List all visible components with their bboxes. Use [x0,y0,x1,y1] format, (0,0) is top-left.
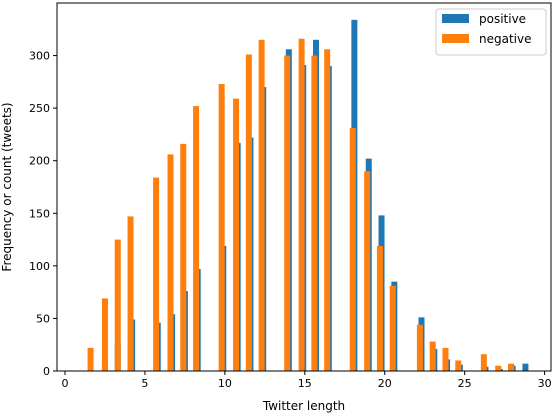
bar-negative-22 [442,347,449,371]
bar-negative-10 [245,54,252,372]
bar-positive-26 [522,363,529,371]
bar-negative-19 [389,285,396,371]
y-tick-label-250: 250 [29,102,50,115]
x-tick-label-15: 15 [298,377,312,390]
y-tick-label-300: 300 [29,50,50,63]
bar-negative-18 [376,245,383,371]
bar-negative-8 [218,83,225,372]
bar-negative-0 [87,347,94,371]
bar-negative-13 [298,38,305,371]
y-tick-label-150: 150 [29,207,50,220]
bar-negative-14 [311,55,318,371]
bar-negative-16 [349,128,356,371]
x-tick-label-25: 25 [458,377,472,390]
x-axis-label: Twitter length [262,399,345,413]
x-tick-label-30: 30 [538,377,552,390]
x-tick-label-10: 10 [218,377,232,390]
x-tick-label-0: 0 [61,377,68,390]
x-tick-label-20: 20 [378,377,392,390]
bar-negative-7 [193,106,200,371]
bar-negative-12 [284,55,291,371]
bar-negative-6 [180,143,187,371]
legend: positive negative [435,8,547,56]
bar-negative-5 [167,154,174,371]
bar-negative-1 [101,298,108,371]
bar-negative-4 [153,177,160,371]
plot-frame [56,2,552,372]
bar-negative-21 [429,341,436,371]
legend-label-positive: positive [479,12,526,26]
bar-negative-9 [233,98,240,372]
y-tick-label-0: 0 [43,365,50,378]
x-tick-label-5: 5 [141,377,148,390]
bar-negative-11 [258,39,265,372]
y-tick-label-100: 100 [29,260,50,273]
bar-negative-25 [495,365,502,371]
legend-swatch-positive [442,14,469,23]
bar-negative-17 [364,171,371,371]
bar-negative-2 [114,239,121,371]
y-tick-label-50: 50 [36,312,50,325]
y-axis-label: Frequency or count (tweets) [0,102,14,271]
legend-swatch-negative [442,34,469,43]
bar-negative-26 [508,363,515,371]
bar-negative-23 [455,360,462,371]
bar-negative-3 [127,216,134,371]
bar-negative-20 [416,324,423,371]
legend-label-negative: negative [479,32,531,46]
bar-negative-24 [480,354,487,371]
y-tick-label-200: 200 [29,155,50,168]
bars-layer [87,19,529,372]
bar-negative-15 [324,49,331,371]
